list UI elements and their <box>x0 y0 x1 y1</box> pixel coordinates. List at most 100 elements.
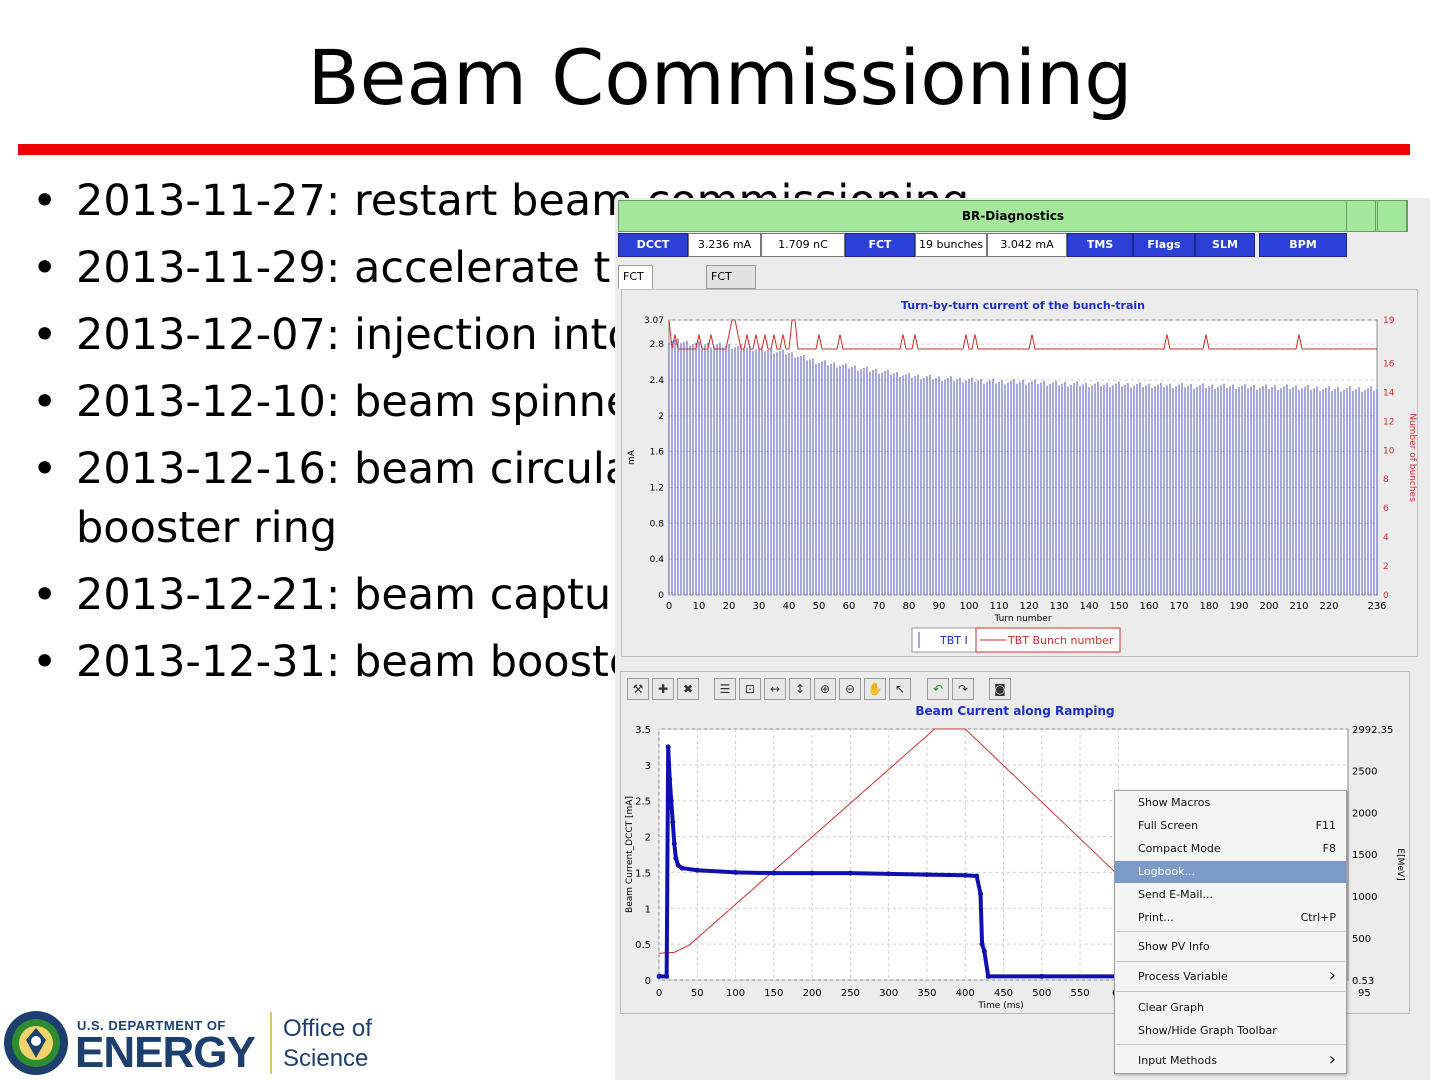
pan-icon[interactable]: ✋ <box>864 678 886 700</box>
x-axis-label: Turn number <box>993 614 1051 624</box>
beam-current-point <box>974 873 980 879</box>
y-tick-label: 3.5 <box>635 725 651 736</box>
zoom-in-icon[interactable]: ⊕ <box>814 678 836 700</box>
stagger-icon[interactable]: ☰ <box>714 678 736 700</box>
bullet-text: 2013-12-31: beam booste <box>76 637 636 687</box>
pointer-icon[interactable]: ↖ <box>889 678 911 700</box>
bullet-dot: • <box>32 310 58 360</box>
y2-tick-label: 19 <box>1383 316 1395 326</box>
legend-label-tbt: TBT I <box>939 634 968 647</box>
menu-item-label: Full Screen <box>1138 819 1199 832</box>
y-tick-label: 0.8 <box>650 519 665 529</box>
add-annotation-icon[interactable]: ✚ <box>652 678 674 700</box>
tms-button[interactable]: TMS <box>1067 233 1133 257</box>
x-tick-label: 140 <box>1079 601 1098 612</box>
zoom-out-icon[interactable]: ⊖ <box>839 678 861 700</box>
y-axis-label: Beam Current_DCCT [mA] <box>625 796 635 913</box>
beam-current-point <box>673 855 679 861</box>
x-tick-label: 210 <box>1289 601 1308 612</box>
menu-item-show-pv-info[interactable]: Show PV Info <box>1115 936 1346 958</box>
menu-item-print[interactable]: Print... Ctrl+P <box>1115 907 1346 929</box>
bpm-button[interactable]: BPM <box>1259 233 1347 257</box>
y2-tick-label: 2000 <box>1352 808 1377 819</box>
bullet-text-line2: booster ring <box>76 503 338 553</box>
dcct-charge-value: 1.709 nC <box>761 233 845 257</box>
slm-button[interactable]: SLM <box>1195 233 1255 257</box>
logo-separator <box>270 1012 272 1074</box>
menu-item-clear-graph[interactable]: Clear Graph <box>1115 997 1346 1019</box>
x-tick-label: 10 <box>693 601 706 612</box>
menu-item-input-methods[interactable]: Input Methods › <box>1115 1050 1346 1072</box>
menu-item-show-hide-graph-toolbar[interactable]: Show/Hide Graph Toolbar <box>1115 1020 1346 1042</box>
menu-item-logbook[interactable]: Logbook... <box>1115 861 1346 883</box>
x-tick-label: 190 <box>1229 601 1248 612</box>
bullet-text: 2013-11-29: accelerate t <box>76 243 611 293</box>
x-tick-label: 40 <box>783 601 796 612</box>
menu-item-send-e-mail[interactable]: Send E-Mail... <box>1115 884 1346 906</box>
x-tick-label: 90 <box>933 601 946 612</box>
x-tick-label: 100 <box>959 601 978 612</box>
menu-item-label: Logbook... <box>1138 865 1195 878</box>
bullet-text: 2013-12-21: beam captur <box>76 570 629 620</box>
dcct-button[interactable]: DCCT <box>618 233 688 257</box>
chart-title: Beam Current along Ramping <box>915 704 1114 718</box>
beam-current-point <box>670 819 676 825</box>
window-close-button[interactable] <box>1377 200 1407 232</box>
beam-current-point <box>694 867 700 873</box>
y2-tick-label: 10 <box>1383 446 1395 456</box>
y-tick-label: 2.4 <box>650 376 665 386</box>
y-tick-label: 2 <box>658 412 664 422</box>
title-rule <box>18 144 1410 155</box>
y2-tick-label: 1500 <box>1352 850 1377 861</box>
x-tick-label: 50 <box>691 988 704 999</box>
y-tick-label: 0.5 <box>635 940 651 951</box>
tab-fct-filling-pattern[interactable]: FCT filling pattern <box>706 265 757 327</box>
x-tick-label: 550 <box>1071 988 1090 999</box>
bullet-item: • 2013-12-31: beam booste <box>30 633 1030 692</box>
undo-icon[interactable]: ↶ <box>927 678 949 700</box>
flags-button[interactable]: Flags <box>1133 233 1195 257</box>
menu-item-process-variable[interactable]: Process Variable › <box>1115 966 1346 988</box>
x-tick-label: 150 <box>1109 601 1128 612</box>
configure-icon[interactable]: ⚒ <box>627 678 649 700</box>
bullet-item: • 2013-11-29: accelerate t <box>30 239 1030 298</box>
energy-ramp-line <box>658 728 1119 954</box>
zoom-vertical-icon[interactable]: ↕ <box>789 678 811 700</box>
menu-item-full-screen[interactable]: Full Screen F11 <box>1115 815 1346 837</box>
bullet-text: 2013-12-07: injection into <box>76 310 634 360</box>
bullet-item: • 2013-12-16: beam circula booster ring <box>30 440 1030 558</box>
beam-current-point <box>664 973 670 979</box>
menu-item-compact-mode[interactable]: Compact Mode F8 <box>1115 838 1346 860</box>
legend-label-bunch: TBT Bunch number <box>1007 634 1114 647</box>
bullet-dot: • <box>32 176 58 226</box>
tab-fct-tbt-view[interactable]: FCT TBT view <box>618 265 654 327</box>
remove-annotation-icon[interactable]: ✖ <box>677 678 699 700</box>
y-tick-label: 1.5 <box>635 868 651 879</box>
beam-current-point <box>886 871 892 877</box>
zoom-horizontal-icon[interactable]: ↔ <box>764 678 786 700</box>
logo-office-line1: Office of <box>283 1015 372 1042</box>
x-tick-label: 150 <box>764 988 783 999</box>
menu-item-show-macros[interactable]: Show Macros <box>1115 792 1346 814</box>
bunch-number-line <box>668 319 1377 350</box>
y2-tick-label: 0.53 <box>1352 976 1374 987</box>
br-diagnostics-window: BR-Diagnostics DCCT 3.236 mA 1.709 nC FC… <box>615 198 1430 1080</box>
menu-item-label: Show PV Info <box>1138 940 1210 953</box>
zoom-box-icon[interactable]: ⊡ <box>739 678 761 700</box>
bullet-item: • 2013-12-10: beam spinne <box>30 373 1030 432</box>
redo-icon[interactable]: ↷ <box>952 678 974 700</box>
bullet-text: 2013-12-10: beam spinne <box>76 377 633 427</box>
tbt-chart[interactable]: Turn-by-turn current of the bunch-train 0… <box>622 290 1419 658</box>
x-tick-label: 170 <box>1169 601 1188 612</box>
snapshot-icon[interactable]: ◙ <box>989 678 1011 700</box>
x-tick-label: 30 <box>753 601 766 612</box>
x-tick-label: 200 <box>803 988 822 999</box>
logo-energy-text: ENERGY <box>75 1028 256 1077</box>
beam-current-point <box>656 973 662 979</box>
y-tick-label: 2.8 <box>650 340 665 350</box>
fct-button[interactable]: FCT <box>845 233 915 257</box>
window-minimize-button[interactable] <box>1346 200 1376 232</box>
doe-seal-icon <box>4 1011 68 1075</box>
chart-title: Turn-by-turn current of the bunch-train <box>901 299 1145 312</box>
beam-current-point <box>667 776 673 782</box>
